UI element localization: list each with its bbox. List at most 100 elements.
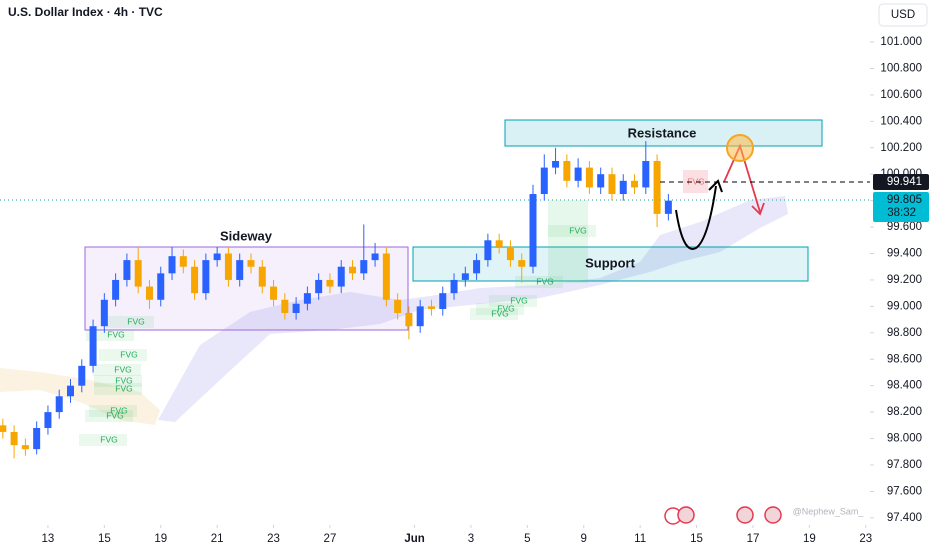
y-tick-label: 98.600 <box>887 353 922 365</box>
candle-body <box>33 427 41 450</box>
candle-body <box>89 326 97 366</box>
candle-body <box>10 431 18 446</box>
x-tick-label: 21 <box>211 533 224 545</box>
candle-body <box>213 253 221 261</box>
candle-body <box>574 167 582 181</box>
y-tick-label: 100.200 <box>880 142 922 154</box>
candle-body <box>179 256 187 267</box>
fvg-box <box>85 410 133 422</box>
fvg-box <box>683 170 708 193</box>
candle-body <box>224 253 232 280</box>
candle-body <box>518 260 526 267</box>
candle-body <box>349 266 357 274</box>
y-tick-label: 100.400 <box>880 115 922 127</box>
x-tick-label: 3 <box>468 533 474 545</box>
y-tick-label: 97.800 <box>887 459 922 471</box>
candle-body <box>529 194 537 267</box>
fvg-box <box>93 364 141 376</box>
y-tick-label: 99.000 <box>887 300 922 312</box>
fvg-label: FVG <box>115 375 132 385</box>
fvg-box <box>106 316 154 328</box>
candle-body <box>371 253 379 261</box>
fvg-label: FVG <box>569 225 586 235</box>
x-tick-label: 5 <box>524 533 530 545</box>
projection-arrow <box>675 185 717 250</box>
x-tick-label: 19 <box>154 533 167 545</box>
candle-body <box>585 167 593 188</box>
candle-body <box>394 299 402 313</box>
candle-body <box>495 240 503 247</box>
y-tick-label: 100.800 <box>880 62 922 74</box>
candle-body <box>664 200 672 214</box>
fvg-box <box>99 349 147 361</box>
candle-body <box>484 240 492 261</box>
candle-body <box>461 273 469 280</box>
candle-body <box>258 266 266 287</box>
candle-body <box>540 167 548 195</box>
cloud <box>0 368 160 425</box>
candle-body <box>0 425 7 432</box>
price-tag-label: 99.805 <box>887 194 922 206</box>
y-tick-label: 98.200 <box>887 406 922 418</box>
candle-body <box>112 279 120 300</box>
candle-body <box>44 412 52 428</box>
arrow-head <box>751 202 765 216</box>
event-icons <box>664 506 782 525</box>
candle-body <box>315 279 323 294</box>
candle-body <box>439 293 447 310</box>
candle-body <box>303 293 311 304</box>
candle-body <box>608 174 616 195</box>
x-tick-label: 11 <box>634 533 646 545</box>
fvg-box <box>89 405 137 417</box>
fvg-label: FVG <box>115 383 132 393</box>
fvg-box <box>548 200 588 283</box>
y-tick-label: 98.400 <box>887 380 922 392</box>
y-tick-label: 98.000 <box>887 433 922 445</box>
x-tick-label: 23 <box>859 533 872 545</box>
y-tick-label: 97.400 <box>887 512 922 524</box>
candle-body <box>270 286 278 300</box>
countdown: 38:32 <box>887 207 916 219</box>
candle-body <box>619 180 627 195</box>
candle-body <box>427 306 435 310</box>
zone-label: Support <box>585 255 635 270</box>
arrow-head <box>708 179 723 193</box>
candle-body <box>191 266 199 294</box>
x-tick-label: Jun <box>404 533 424 545</box>
candle-body <box>450 279 458 294</box>
candle-body <box>337 266 345 287</box>
y-tick-label: 99.200 <box>887 274 922 286</box>
fvg-label: FVG <box>536 276 553 286</box>
target-circle <box>726 134 754 162</box>
support-zone <box>412 246 809 282</box>
fvg-label: FVG <box>120 349 137 359</box>
candles <box>0 141 672 459</box>
x-tick-label: 27 <box>324 533 337 545</box>
candle-body <box>123 260 131 280</box>
y-tick-label: 98.800 <box>887 327 922 339</box>
candle-body <box>145 286 153 300</box>
candle-body <box>326 279 334 287</box>
x-tick-label: 15 <box>690 533 703 545</box>
candle-body <box>597 174 605 188</box>
fvg-label: FVG <box>127 316 144 326</box>
fvg-label: FVG <box>491 308 508 318</box>
y-tick-label: 99.400 <box>887 248 922 260</box>
zone-label: Resistance <box>628 125 697 140</box>
candle-body <box>292 303 300 313</box>
watermark: @Nephew_Sam_ <box>793 506 865 516</box>
candle-body <box>473 260 481 274</box>
price-tag <box>873 191 929 222</box>
y-tick-label: 100.600 <box>880 89 922 101</box>
candle-body <box>360 260 368 274</box>
fvg-label: FVG <box>497 303 514 313</box>
fvg-label: FVG <box>510 295 527 305</box>
candle-body <box>78 365 86 386</box>
event-icon[interactable] <box>764 506 782 524</box>
time-axis <box>0 525 870 550</box>
currency-box[interactable] <box>878 3 928 27</box>
event-icon[interactable] <box>736 506 754 524</box>
candle-body <box>168 256 176 274</box>
event-icon[interactable] <box>677 506 695 524</box>
